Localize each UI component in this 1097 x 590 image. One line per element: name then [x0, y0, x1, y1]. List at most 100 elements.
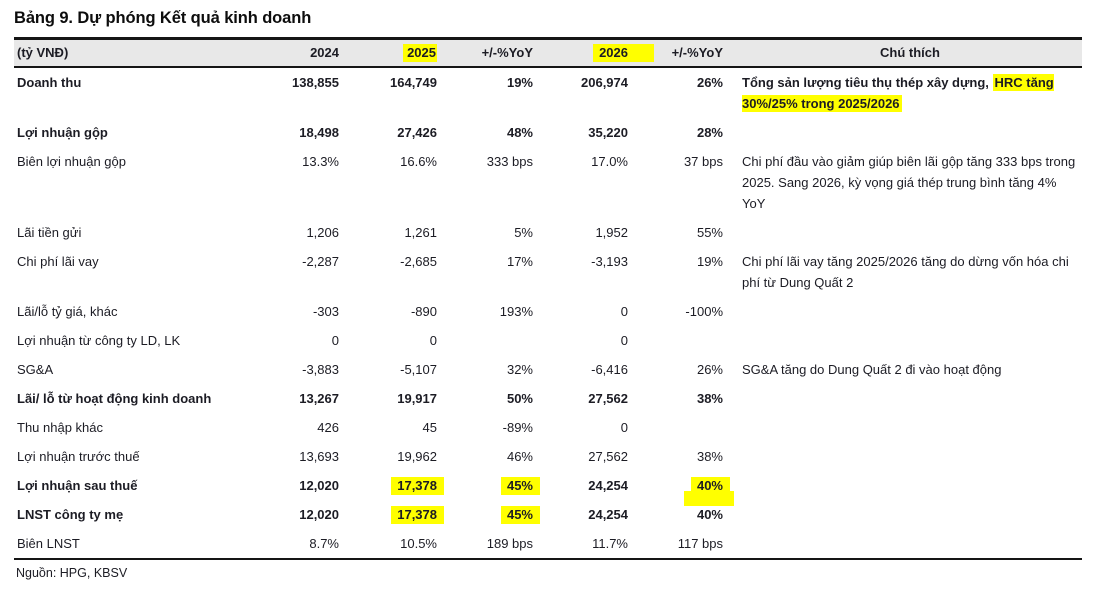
- cell-yoy-2026: 38%: [643, 442, 738, 471]
- cell-2024: -3,883: [262, 355, 354, 384]
- row-label: Biên LNST: [17, 536, 80, 551]
- value: -890: [410, 304, 437, 319]
- cell-yoy-2025: -89%: [452, 413, 548, 442]
- cell-2024: 12,020: [262, 500, 354, 529]
- value: 55%: [696, 225, 723, 240]
- note-text: Chi phí đầu vào giảm giúp biên lãi gộp t…: [742, 154, 1076, 211]
- cell-2026: -3,193: [548, 247, 643, 297]
- value: -89%: [502, 420, 533, 435]
- cell-yoy-2025: 193%: [452, 297, 548, 326]
- value: 117 bps: [677, 536, 723, 551]
- cell-2026: 35,220: [548, 118, 643, 147]
- cell-yoy-2026: 26%: [643, 67, 738, 118]
- cell-yoy-2025: 45%: [452, 500, 548, 529]
- row-note: [738, 442, 1082, 471]
- cell-2024: 426: [262, 413, 354, 442]
- value: 16.6%: [400, 154, 437, 169]
- value: 12,020: [299, 478, 339, 493]
- cell-2026: 0: [548, 413, 643, 442]
- col-header-unit-label: (tỷ VNĐ): [17, 45, 69, 60]
- table-row: Thu nhập khác 426 45 -89% 0: [14, 413, 1082, 442]
- row-note: Chi phí lãi vay tăng 2025/2026 tăng do d…: [738, 247, 1082, 297]
- row-label: Biên lợi nhuận gộp: [17, 154, 126, 169]
- value: 138,855: [292, 75, 339, 90]
- cell-2024: 13.3%: [262, 147, 354, 218]
- row-note: [738, 384, 1082, 413]
- row-note: [738, 297, 1082, 326]
- value: -5,107: [400, 362, 437, 377]
- cell-2024: 13,267: [262, 384, 354, 413]
- row-label: Lợi nhuận gộp: [17, 125, 108, 140]
- value: 1,261: [404, 225, 437, 240]
- value: 193%: [499, 304, 533, 319]
- value: 189 bps: [486, 536, 533, 551]
- table-row: Lãi/lỗ tỷ giá, khác -303 -890 193% 0 -100%: [14, 297, 1082, 326]
- value: 40%: [696, 507, 723, 522]
- value: 27,562: [588, 391, 628, 406]
- row-note: Tổng sản lượng tiêu thụ thép xây dựng, H…: [738, 67, 1082, 118]
- value: 37 bps: [683, 154, 723, 169]
- value: 11.7%: [592, 536, 628, 551]
- cell-2025: 17,378: [354, 500, 452, 529]
- cell-2025: 17,378: [354, 471, 452, 500]
- cell-yoy-2025: 46%: [452, 442, 548, 471]
- cell-2025: -2,685: [354, 247, 452, 297]
- highlighted-value: 17,378: [391, 506, 444, 524]
- value: 13,267: [299, 391, 339, 406]
- table-row: Biên LNST 8.7% 10.5% 189 bps 11.7% 117 bps: [14, 529, 1082, 559]
- source-note: Nguồn: HPG, KBSV: [16, 566, 128, 580]
- cell-2024: 13,693: [262, 442, 354, 471]
- row-note: Chi phí đầu vào giảm giúp biên lãi gộp t…: [738, 147, 1082, 218]
- value: 26%: [696, 362, 723, 377]
- value: 19%: [696, 254, 723, 269]
- value: 0: [429, 333, 437, 348]
- cell-2026: 206,974: [548, 67, 643, 118]
- note-text: Tổng sản lượng tiêu thụ thép xây dựng,: [742, 75, 993, 90]
- value: 0: [620, 333, 628, 348]
- cell-2024: 138,855: [262, 67, 354, 118]
- cell-2025: 19,917: [354, 384, 452, 413]
- cell-yoy-2025: 45%: [452, 471, 548, 500]
- cell-2024: 1,206: [262, 218, 354, 247]
- cell-2026: 17.0%: [548, 147, 643, 218]
- value: 27,426: [397, 125, 437, 140]
- cell-2026: 0: [548, 297, 643, 326]
- col-header-2025-label: 2025: [403, 44, 437, 62]
- value: 38%: [696, 391, 723, 406]
- cell-2024: 0: [262, 326, 354, 355]
- value: 8.7%: [309, 536, 339, 551]
- value: -100%: [685, 304, 723, 319]
- cell-2024: -2,287: [262, 247, 354, 297]
- highlighted-value: 45%: [500, 477, 540, 495]
- cell-2026: 24,254: [548, 471, 643, 500]
- row-label: Thu nhập khác: [17, 420, 104, 435]
- value: 32%: [506, 362, 533, 377]
- col-header-2026-label: 2026: [593, 44, 654, 62]
- row-label: SG&A: [17, 362, 54, 377]
- value: 333 bps: [486, 154, 533, 169]
- value: 206,974: [581, 75, 628, 90]
- cell-2025: -5,107: [354, 355, 452, 384]
- cell-2025: 45: [354, 413, 452, 442]
- row-label: Lãi/ lỗ từ hoạt động kinh doanh: [17, 391, 212, 406]
- value: 24,254: [588, 478, 628, 493]
- cell-2024: 18,498: [262, 118, 354, 147]
- row-note: [738, 118, 1082, 147]
- value: 19,962: [397, 449, 437, 464]
- value: 17.0%: [591, 154, 628, 169]
- table-row: Chi phí lãi vay -2,287 -2,685 17% -3,193 19% C…: [14, 247, 1082, 297]
- cell-yoy-2026: 37 bps: [643, 147, 738, 218]
- cell-yoy-2026: 117 bps: [643, 529, 738, 559]
- cell-2026: 27,562: [548, 442, 643, 471]
- cell-yoy-2025: 50%: [452, 384, 548, 413]
- value: 1,206: [306, 225, 339, 240]
- table-row: Biên lợi nhuận gộp 13.3% 16.6% 333 bps 17.0%…: [14, 147, 1082, 218]
- cell-2025: 27,426: [354, 118, 452, 147]
- table-row: Doanh thu 138,855 164,749 19% 206,974 26% Tổng…: [14, 67, 1082, 118]
- row-label: Chi phí lãi vay: [17, 254, 99, 269]
- value: -3,883: [302, 362, 339, 377]
- cell-2025: 10.5%: [354, 529, 452, 559]
- cell-2025: 16.6%: [354, 147, 452, 218]
- forecast-table: (tỷ VNĐ) 2024 2025 +/-%YoY 2026 +/-%YoY: [14, 37, 1082, 560]
- cell-2024: 12,020: [262, 471, 354, 500]
